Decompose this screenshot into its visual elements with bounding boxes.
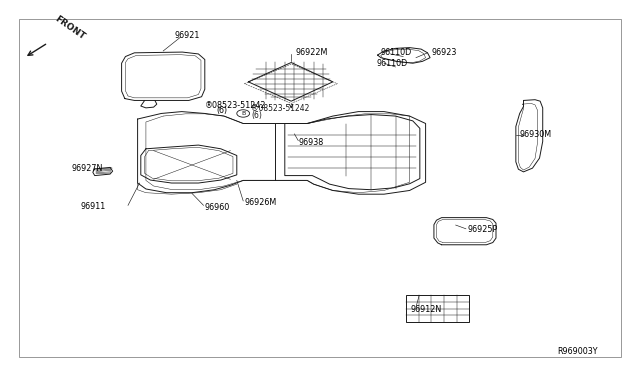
Text: 96925P: 96925P xyxy=(467,225,497,234)
Text: ®08523-51242: ®08523-51242 xyxy=(205,101,266,110)
Text: 96921: 96921 xyxy=(175,31,200,40)
Text: FRONT: FRONT xyxy=(52,14,86,41)
Text: R969003Y: R969003Y xyxy=(557,347,597,356)
Text: ®08523-51242: ®08523-51242 xyxy=(251,104,309,113)
Text: B: B xyxy=(241,111,245,116)
Text: (6): (6) xyxy=(216,106,227,115)
Text: 96912N: 96912N xyxy=(410,305,442,314)
Text: 96960: 96960 xyxy=(205,203,230,212)
Text: 96927N: 96927N xyxy=(72,164,103,173)
Text: 96922M: 96922M xyxy=(296,48,328,57)
Text: 96926M: 96926M xyxy=(244,198,276,207)
Text: 96911: 96911 xyxy=(81,202,106,211)
Text: 96930M: 96930M xyxy=(520,130,552,139)
Text: 96110D: 96110D xyxy=(380,48,412,57)
Text: 96938: 96938 xyxy=(298,138,323,147)
Bar xyxy=(406,295,469,322)
Text: 96923: 96923 xyxy=(432,48,458,57)
Text: (6): (6) xyxy=(251,111,262,120)
Text: 96110D: 96110D xyxy=(376,59,408,68)
